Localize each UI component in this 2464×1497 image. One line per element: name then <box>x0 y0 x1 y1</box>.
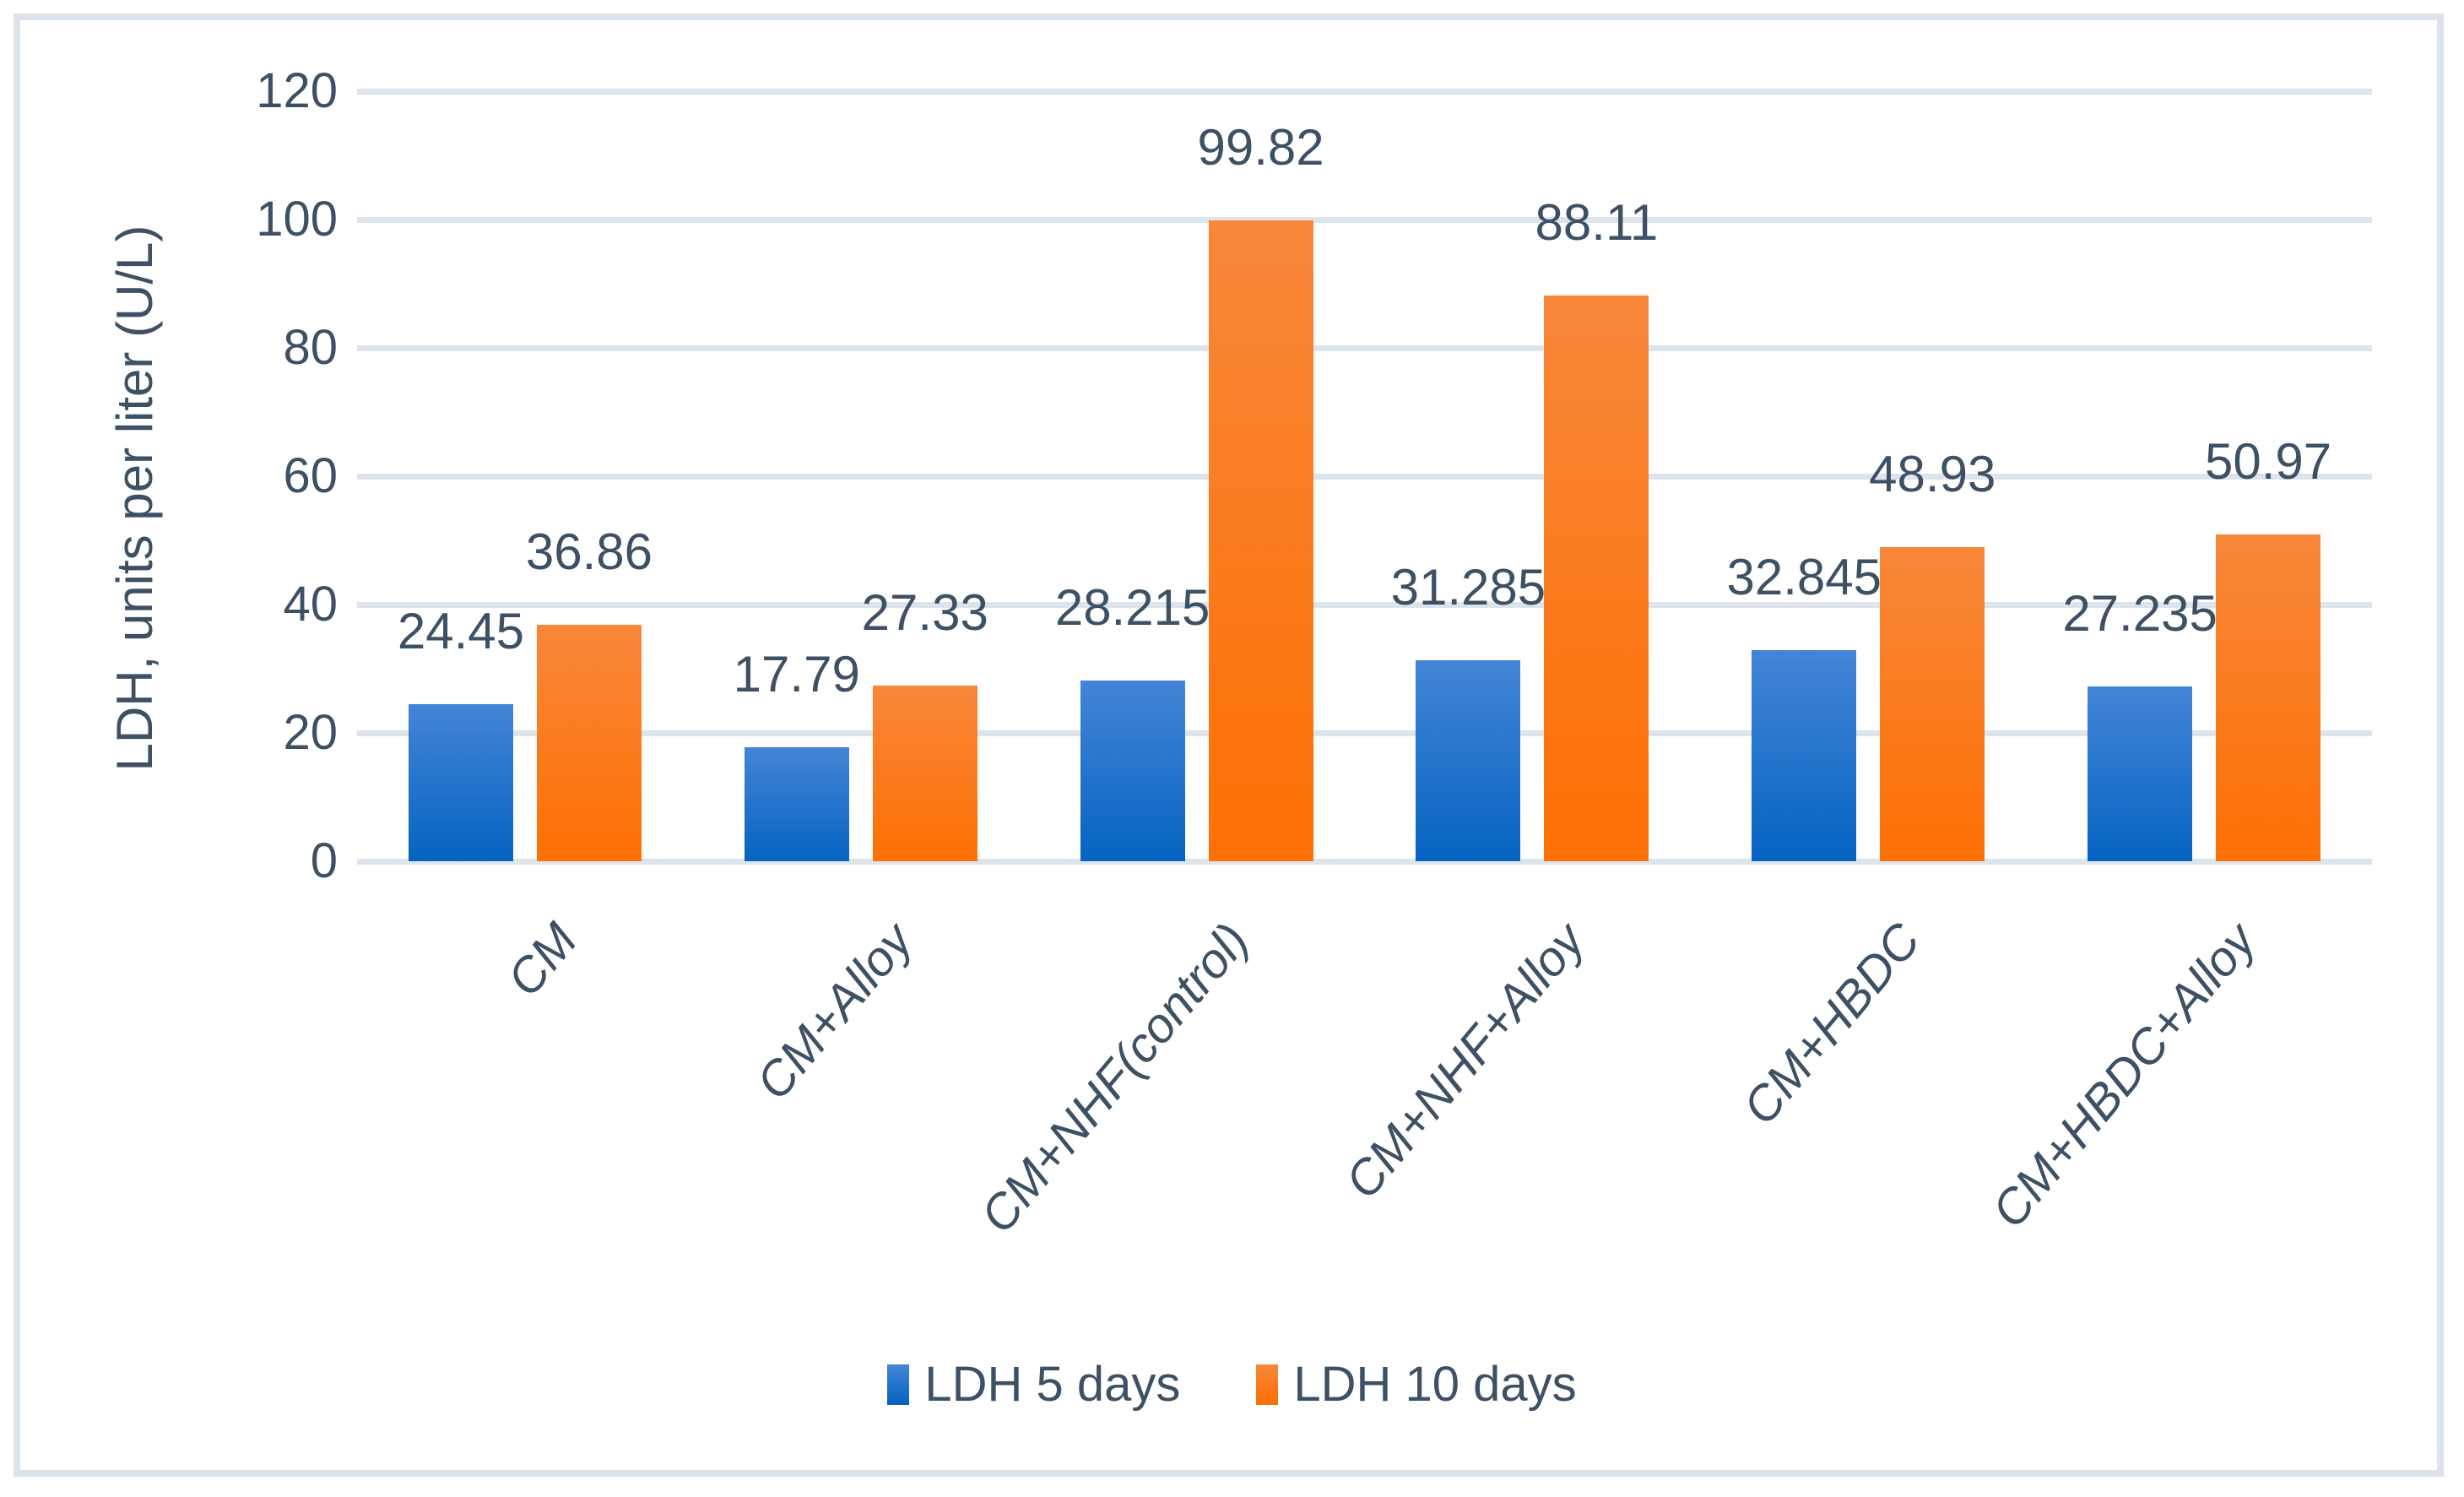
bar-ldh-10-days-CM+NHF(control) <box>1208 220 1313 861</box>
bar-ldh-10-days-CM <box>536 624 642 861</box>
x-axis-category-label: CM+HBDC+Alloy <box>1981 913 2267 1239</box>
bar-ldh-5-days-CM+NHF(control) <box>1080 680 1185 861</box>
y-axis-tick-label: 120 <box>256 63 338 118</box>
data-label: 17.79 <box>733 645 860 702</box>
y-axis-tick-label: 20 <box>283 705 338 760</box>
data-label: 99.82 <box>1197 119 1324 176</box>
x-axis-category-label: CM+HBDC <box>1732 913 1931 1136</box>
bar-ldh-10-days-CM+HBDC+Alloy <box>2216 534 2321 861</box>
gridline-y-120 <box>357 88 2372 95</box>
legend-label: LDH 10 days <box>1293 1357 1577 1412</box>
x-axis-category-label: CM+NHF(control) <box>969 913 1259 1244</box>
gridline-y-100 <box>357 216 2372 223</box>
gridline-y-20 <box>357 730 2372 736</box>
data-label: 27.33 <box>861 584 988 642</box>
bar-ldh-10-days-CM+HBDC <box>1880 547 1985 861</box>
bar-ldh-5-days-CM+HBDC+Alloy <box>2088 686 2193 861</box>
bar-ldh-10-days-CM+NHF+Alloy <box>1544 296 1649 861</box>
y-axis-tick-label: 0 <box>310 833 338 888</box>
data-label: 28.215 <box>1054 578 1210 636</box>
data-label: 27.235 <box>2062 585 2218 642</box>
data-label: 36.86 <box>525 523 653 580</box>
legend-swatch-orange <box>1256 1364 1279 1405</box>
gridline-y-40 <box>357 601 2372 608</box>
x-axis-category-label: CM <box>496 913 588 1007</box>
legend-swatch-blue <box>887 1364 910 1405</box>
bar-ldh-10-days-CM+Alloy <box>872 686 977 861</box>
bar-ldh-5-days-CM+NHF+Alloy <box>1416 660 1521 861</box>
y-axis-tick-label: 100 <box>256 192 338 247</box>
y-axis-tick-label: 80 <box>283 320 338 375</box>
data-label: 48.93 <box>1869 446 1996 503</box>
data-label: 88.11 <box>1535 194 1659 252</box>
gridline-y-0 <box>357 858 2372 865</box>
chart-legend: LDH 5 days LDH 10 days <box>0 1351 2464 1418</box>
legend-label: LDH 5 days <box>924 1357 1181 1412</box>
gridline-y-60 <box>357 473 2372 480</box>
y-axis-tick-label: 40 <box>283 577 338 632</box>
bar-ldh-5-days-CM <box>408 704 513 861</box>
data-label: 24.45 <box>397 603 524 660</box>
bar-ldh-5-days-CM+HBDC <box>1752 650 1857 861</box>
legend-item-ldh-10-days: LDH 10 days <box>1256 1357 1577 1412</box>
data-label: 31.285 <box>1390 559 1546 616</box>
x-axis-category-label: CM+Alloy <box>745 913 923 1110</box>
data-label: 50.97 <box>2205 432 2332 490</box>
gridline-y-80 <box>357 344 2372 351</box>
x-axis-category-label: CM+NHF+Alloy <box>1334 913 1595 1209</box>
y-axis-tick-label: 60 <box>283 448 338 503</box>
bar-ldh-5-days-CM+Alloy <box>744 746 849 861</box>
data-label: 32.845 <box>1726 549 1882 606</box>
legend-item-ldh-5-days: LDH 5 days <box>887 1358 1180 1412</box>
